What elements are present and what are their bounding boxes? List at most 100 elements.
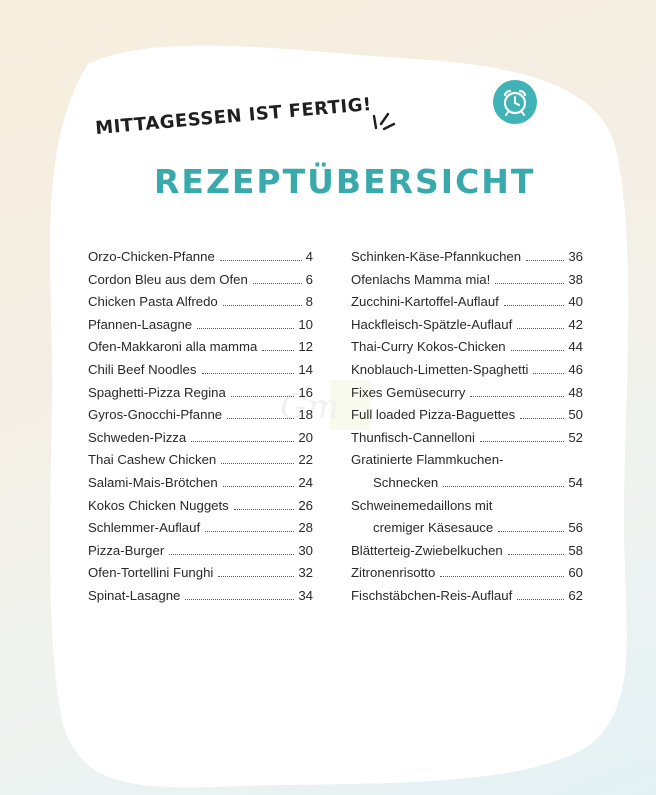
toc-entry-page: 22 bbox=[298, 452, 313, 468]
toc-entry-title: Thai Cashew Chicken bbox=[88, 452, 217, 468]
toc-entry-title: Gyros-Gnocchi-Pfanne bbox=[88, 407, 223, 423]
toc-entry-page: 54 bbox=[568, 474, 583, 490]
toc-entry-title: Full loaded Pizza-Baguettes bbox=[351, 407, 516, 423]
toc-entry-title: Fischstäbchen-Reis-Auflauf bbox=[351, 587, 513, 603]
toc-entry: Spinat-Lasagne 34 bbox=[88, 588, 313, 611]
toc-entry: Fischstäbchen-Reis-Auflauf 62 bbox=[351, 588, 583, 611]
toc-entry: Orzo-Chicken-Pfanne 4 bbox=[88, 249, 313, 272]
toc-entry-page: 60 bbox=[568, 565, 583, 581]
toc-entry: Chicken Pasta Alfredo 8 bbox=[88, 294, 313, 317]
toc-leader-dots bbox=[185, 598, 295, 600]
toc-entry-page: 46 bbox=[568, 361, 583, 377]
toc-leader-dots bbox=[517, 598, 565, 600]
toc-entry: Pizza-Burger 30 bbox=[88, 543, 313, 566]
toc-entry-page: 26 bbox=[298, 497, 313, 513]
toc-leader-dots bbox=[197, 327, 295, 329]
toc-entry-page: 62 bbox=[568, 587, 583, 603]
toc-entry: Schweinemedaillons mit bbox=[351, 498, 583, 521]
toc-leader-dots bbox=[510, 350, 565, 352]
toc-entry: Thunfisch-Cannelloni 52 bbox=[351, 430, 583, 453]
toc-entry: Salami-Mais-Brötchen 24 bbox=[88, 475, 313, 498]
toc-leader-dots bbox=[507, 553, 565, 555]
toc-entry: Kokos Chicken Nuggets 26 bbox=[88, 498, 313, 521]
toc-entry-title: Schnecken bbox=[373, 474, 439, 490]
toc-leader-dots bbox=[498, 531, 565, 533]
toc-entry-page: 38 bbox=[568, 271, 583, 287]
toc-entry-title: Knoblauch-Limetten-Spaghetti bbox=[351, 361, 529, 377]
toc-entry: Ofen-Makkaroni alla mamma 12 bbox=[88, 339, 313, 362]
toc-entry: Spaghetti-Pizza Regina 16 bbox=[88, 385, 313, 408]
toc-entry-page: 48 bbox=[568, 384, 583, 400]
toc-entry-title: Orzo-Chicken-Pfanne bbox=[88, 249, 215, 264]
toc-entry-title: Ofenlachs Mamma mia! bbox=[351, 271, 491, 287]
toc-entry-title: Spaghetti-Pizza Regina bbox=[88, 384, 226, 400]
toc-entry-title: Spinat-Lasagne bbox=[88, 587, 181, 603]
toc-entry: Cordon Bleu aus dem Ofen 6 bbox=[88, 272, 313, 295]
toc-entry: Schweden-Pizza 20 bbox=[88, 430, 313, 453]
toc-entry-title: Chicken Pasta Alfredo bbox=[88, 294, 218, 310]
toc-entry-page: 30 bbox=[298, 542, 313, 558]
toc-entry-title: Thunfisch-Cannelloni bbox=[351, 429, 475, 445]
toc-entry-page: 10 bbox=[298, 316, 313, 332]
toc-entry-page: 40 bbox=[568, 294, 583, 310]
toc-leader-dots bbox=[252, 282, 302, 284]
toc-entry-title: Thai-Curry Kokos-Chicken bbox=[351, 339, 506, 355]
toc-leader-dots bbox=[191, 440, 295, 442]
toc-entry-title: Schweden-Pizza bbox=[88, 429, 187, 445]
toc-entry: Schinken-Käse-Pfannkuchen 36 bbox=[351, 249, 583, 272]
toc-leader-dots bbox=[470, 395, 565, 397]
toc-entry-title: Pizza-Burger bbox=[88, 542, 165, 558]
svg-text:Gm: Gm bbox=[280, 387, 339, 427]
toc-leader-dots bbox=[262, 350, 295, 352]
toc-entry: Zitronenrisotto 60 bbox=[351, 565, 583, 588]
toc-leader-dots bbox=[221, 463, 295, 465]
toc-entry-page: 28 bbox=[298, 520, 313, 536]
page-title: REZEPTÜBERSICHT bbox=[154, 162, 536, 201]
watermark-logo: Gm bbox=[280, 380, 370, 430]
toc-entry: Gyros-Gnocchi-Pfanne 18 bbox=[88, 407, 313, 430]
toc-entry: cremiger Käsesauce 56 bbox=[351, 520, 583, 543]
toc-entry-title: Fixes Gemüsecurry bbox=[351, 384, 466, 400]
toc-entry-page: 18 bbox=[298, 407, 313, 423]
toc-entry-title: Zucchini-Kartoffel-Auflauf bbox=[351, 294, 499, 310]
toc-entry: Thai Cashew Chicken 22 bbox=[88, 452, 313, 475]
toc-right-column: Schinken-Käse-Pfannkuchen 36 Ofenlachs Mam… bbox=[351, 249, 583, 611]
alarm-clock-icon bbox=[493, 80, 537, 124]
toc-leader-dots bbox=[495, 282, 565, 284]
toc-entry-page: 50 bbox=[568, 407, 583, 423]
toc-leader-dots bbox=[219, 260, 302, 261]
toc-entry-page: 36 bbox=[568, 249, 583, 264]
toc-entry: Pfannen-Lasagne 10 bbox=[88, 317, 313, 340]
toc-entry-page: 58 bbox=[568, 542, 583, 558]
toc-leader-dots bbox=[520, 418, 565, 420]
toc-leader-dots bbox=[222, 305, 302, 307]
toc-leader-dots bbox=[440, 576, 565, 578]
toc-entry: Knoblauch-Limetten-Spaghetti 46 bbox=[351, 362, 583, 385]
toc-entry-title: Schlemmer-Auflauf bbox=[88, 520, 201, 536]
toc-entry-page: 4 bbox=[305, 249, 313, 264]
toc-entry-title: Zitronenrisotto bbox=[351, 565, 436, 581]
toc-entry-page: 34 bbox=[298, 587, 313, 603]
toc-entry-page: 44 bbox=[568, 339, 583, 355]
toc-entry: Fixes Gemüsecurry 48 bbox=[351, 385, 583, 408]
toc-entry: Ofenlachs Mamma mia! 38 bbox=[351, 272, 583, 295]
toc-entry-title: Salami-Mais-Brötchen bbox=[88, 474, 218, 490]
toc-entry-page: 6 bbox=[305, 271, 313, 287]
toc-entry-page: 56 bbox=[568, 520, 583, 536]
toc-leader-dots bbox=[517, 327, 565, 329]
toc-leader-dots bbox=[201, 372, 295, 374]
toc-entry-page: 20 bbox=[298, 429, 313, 445]
toc-leader-dots bbox=[218, 576, 295, 578]
toc-entry: Hackfleisch-Spätzle-Auflauf 42 bbox=[351, 317, 583, 340]
toc-leader-dots bbox=[233, 508, 295, 510]
toc-entry: Chili Beef Noodles 14 bbox=[88, 362, 313, 385]
toc-entry-page: 12 bbox=[298, 339, 313, 355]
toc-entry-title: cremiger Käsesauce bbox=[373, 520, 494, 536]
toc-entry-page: 14 bbox=[298, 361, 313, 377]
toc-entry: Schnecken 54 bbox=[351, 475, 583, 498]
toc-entry-title: Pfannen-Lasagne bbox=[88, 316, 193, 332]
toc-entry-title: Blätterteig-Zwiebelkuchen bbox=[351, 542, 503, 558]
toc-entry-title: Kokos Chicken Nuggets bbox=[88, 497, 229, 513]
toc-entry-page: 24 bbox=[298, 474, 313, 490]
toc-entry-title: Schinken-Käse-Pfannkuchen bbox=[351, 249, 522, 264]
